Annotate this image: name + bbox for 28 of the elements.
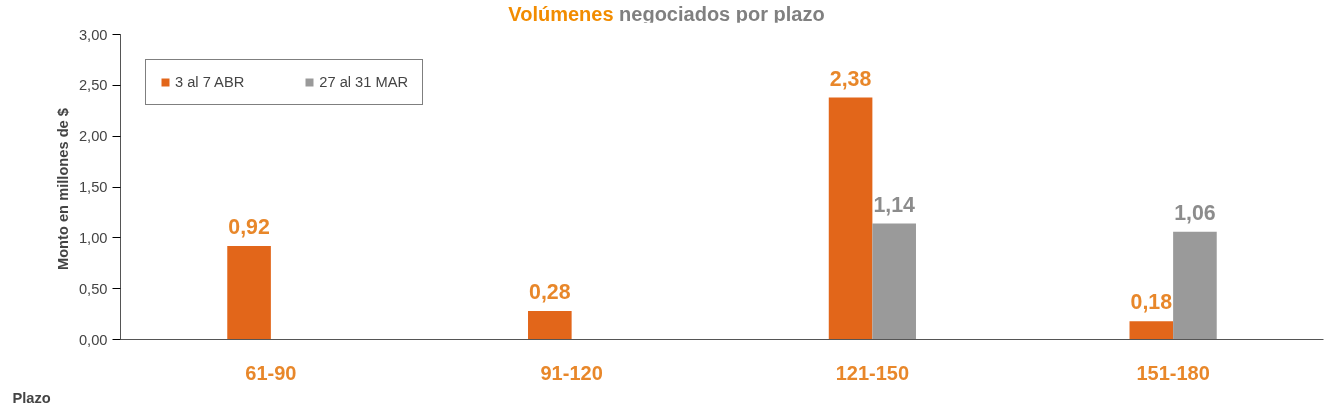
data-label: 1,14 — [873, 192, 916, 217]
bar — [828, 97, 873, 340]
y-tick-label: 0,00 — [78, 331, 108, 348]
y-tick-label: 2,50 — [78, 77, 108, 94]
y-tick-label: 1,50 — [78, 179, 108, 195]
y-tick-label: 2,00 — [78, 128, 108, 145]
bar — [1129, 321, 1174, 340]
legend-label: 27 al 31 MAR — [319, 74, 409, 90]
data-label: 0,92 — [228, 214, 270, 239]
y-axis-title: Monto en millones de $ — [54, 108, 71, 271]
bar — [872, 223, 916, 340]
bar — [1173, 231, 1217, 340]
data-label: 0,28 — [529, 280, 571, 305]
bar — [227, 245, 271, 340]
x-tick-label: 151-180 — [1136, 361, 1210, 384]
x-axis-title: Plazo — [12, 389, 51, 406]
y-tick-label: 3,00 — [78, 26, 108, 43]
data-label: 1,06 — [1174, 200, 1216, 225]
y-tick-label: 0,50 — [78, 280, 108, 297]
data-label: 0,18 — [1130, 290, 1173, 315]
y-tick-label: 1,00 — [78, 229, 108, 246]
x-tick-label: 121-150 — [835, 361, 910, 384]
data-label: 2,38 — [829, 66, 872, 91]
bar — [528, 311, 572, 340]
x-tick-label: 91-120 — [540, 361, 603, 384]
legend-label: 3 al 7 ABR — [175, 74, 245, 90]
x-tick-label: 61-90 — [245, 361, 297, 384]
chart-title: Volúmenes negociados por plazo — [508, 3, 825, 25]
